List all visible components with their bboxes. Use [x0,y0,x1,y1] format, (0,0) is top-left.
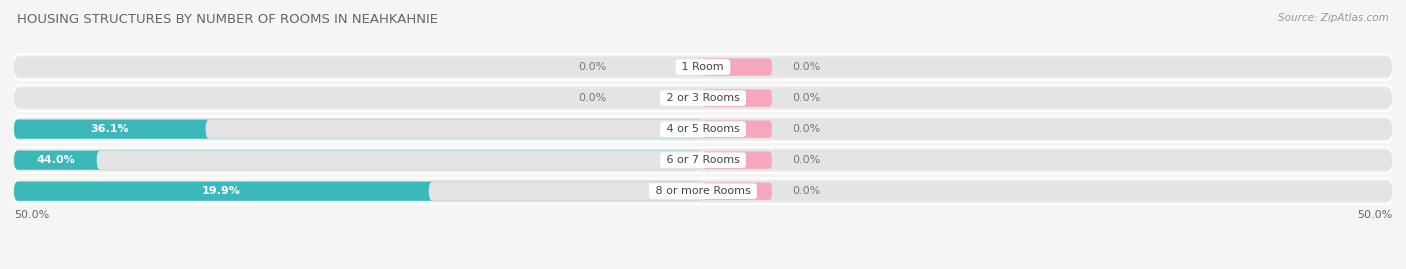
FancyBboxPatch shape [14,85,1392,111]
Text: Source: ZipAtlas.com: Source: ZipAtlas.com [1278,13,1389,23]
Text: 0.0%: 0.0% [793,186,821,196]
Text: 8 or more Rooms: 8 or more Rooms [652,186,754,196]
Text: 0.0%: 0.0% [578,93,606,103]
FancyBboxPatch shape [97,151,1392,170]
Text: 44.0%: 44.0% [37,155,75,165]
FancyBboxPatch shape [14,182,703,201]
Text: 50.0%: 50.0% [14,210,49,220]
Text: 0.0%: 0.0% [793,62,821,72]
FancyBboxPatch shape [14,54,1392,80]
FancyBboxPatch shape [14,151,1392,170]
Text: 0.0%: 0.0% [793,155,821,165]
FancyBboxPatch shape [14,119,703,139]
Text: 4 or 5 Rooms: 4 or 5 Rooms [662,124,744,134]
FancyBboxPatch shape [205,119,1392,139]
FancyBboxPatch shape [703,58,772,76]
FancyBboxPatch shape [703,89,772,107]
FancyBboxPatch shape [14,89,1392,108]
FancyBboxPatch shape [14,182,1392,201]
Text: 6 or 7 Rooms: 6 or 7 Rooms [662,155,744,165]
FancyBboxPatch shape [14,119,1392,139]
FancyBboxPatch shape [14,151,703,170]
FancyBboxPatch shape [14,178,1392,204]
Text: 0.0%: 0.0% [793,93,821,103]
Text: HOUSING STRUCTURES BY NUMBER OF ROOMS IN NEAHKAHNIE: HOUSING STRUCTURES BY NUMBER OF ROOMS IN… [17,13,437,26]
FancyBboxPatch shape [703,121,772,138]
FancyBboxPatch shape [14,116,1392,142]
Text: 0.0%: 0.0% [793,124,821,134]
FancyBboxPatch shape [14,57,1392,77]
FancyBboxPatch shape [703,183,772,200]
Text: 1 Room: 1 Room [679,62,727,72]
Text: 36.1%: 36.1% [90,124,129,134]
FancyBboxPatch shape [14,147,1392,173]
Text: 2 or 3 Rooms: 2 or 3 Rooms [662,93,744,103]
FancyBboxPatch shape [703,151,772,169]
Text: 19.9%: 19.9% [202,186,240,196]
Text: 0.0%: 0.0% [578,62,606,72]
Text: 50.0%: 50.0% [1357,210,1392,220]
FancyBboxPatch shape [429,182,1392,201]
